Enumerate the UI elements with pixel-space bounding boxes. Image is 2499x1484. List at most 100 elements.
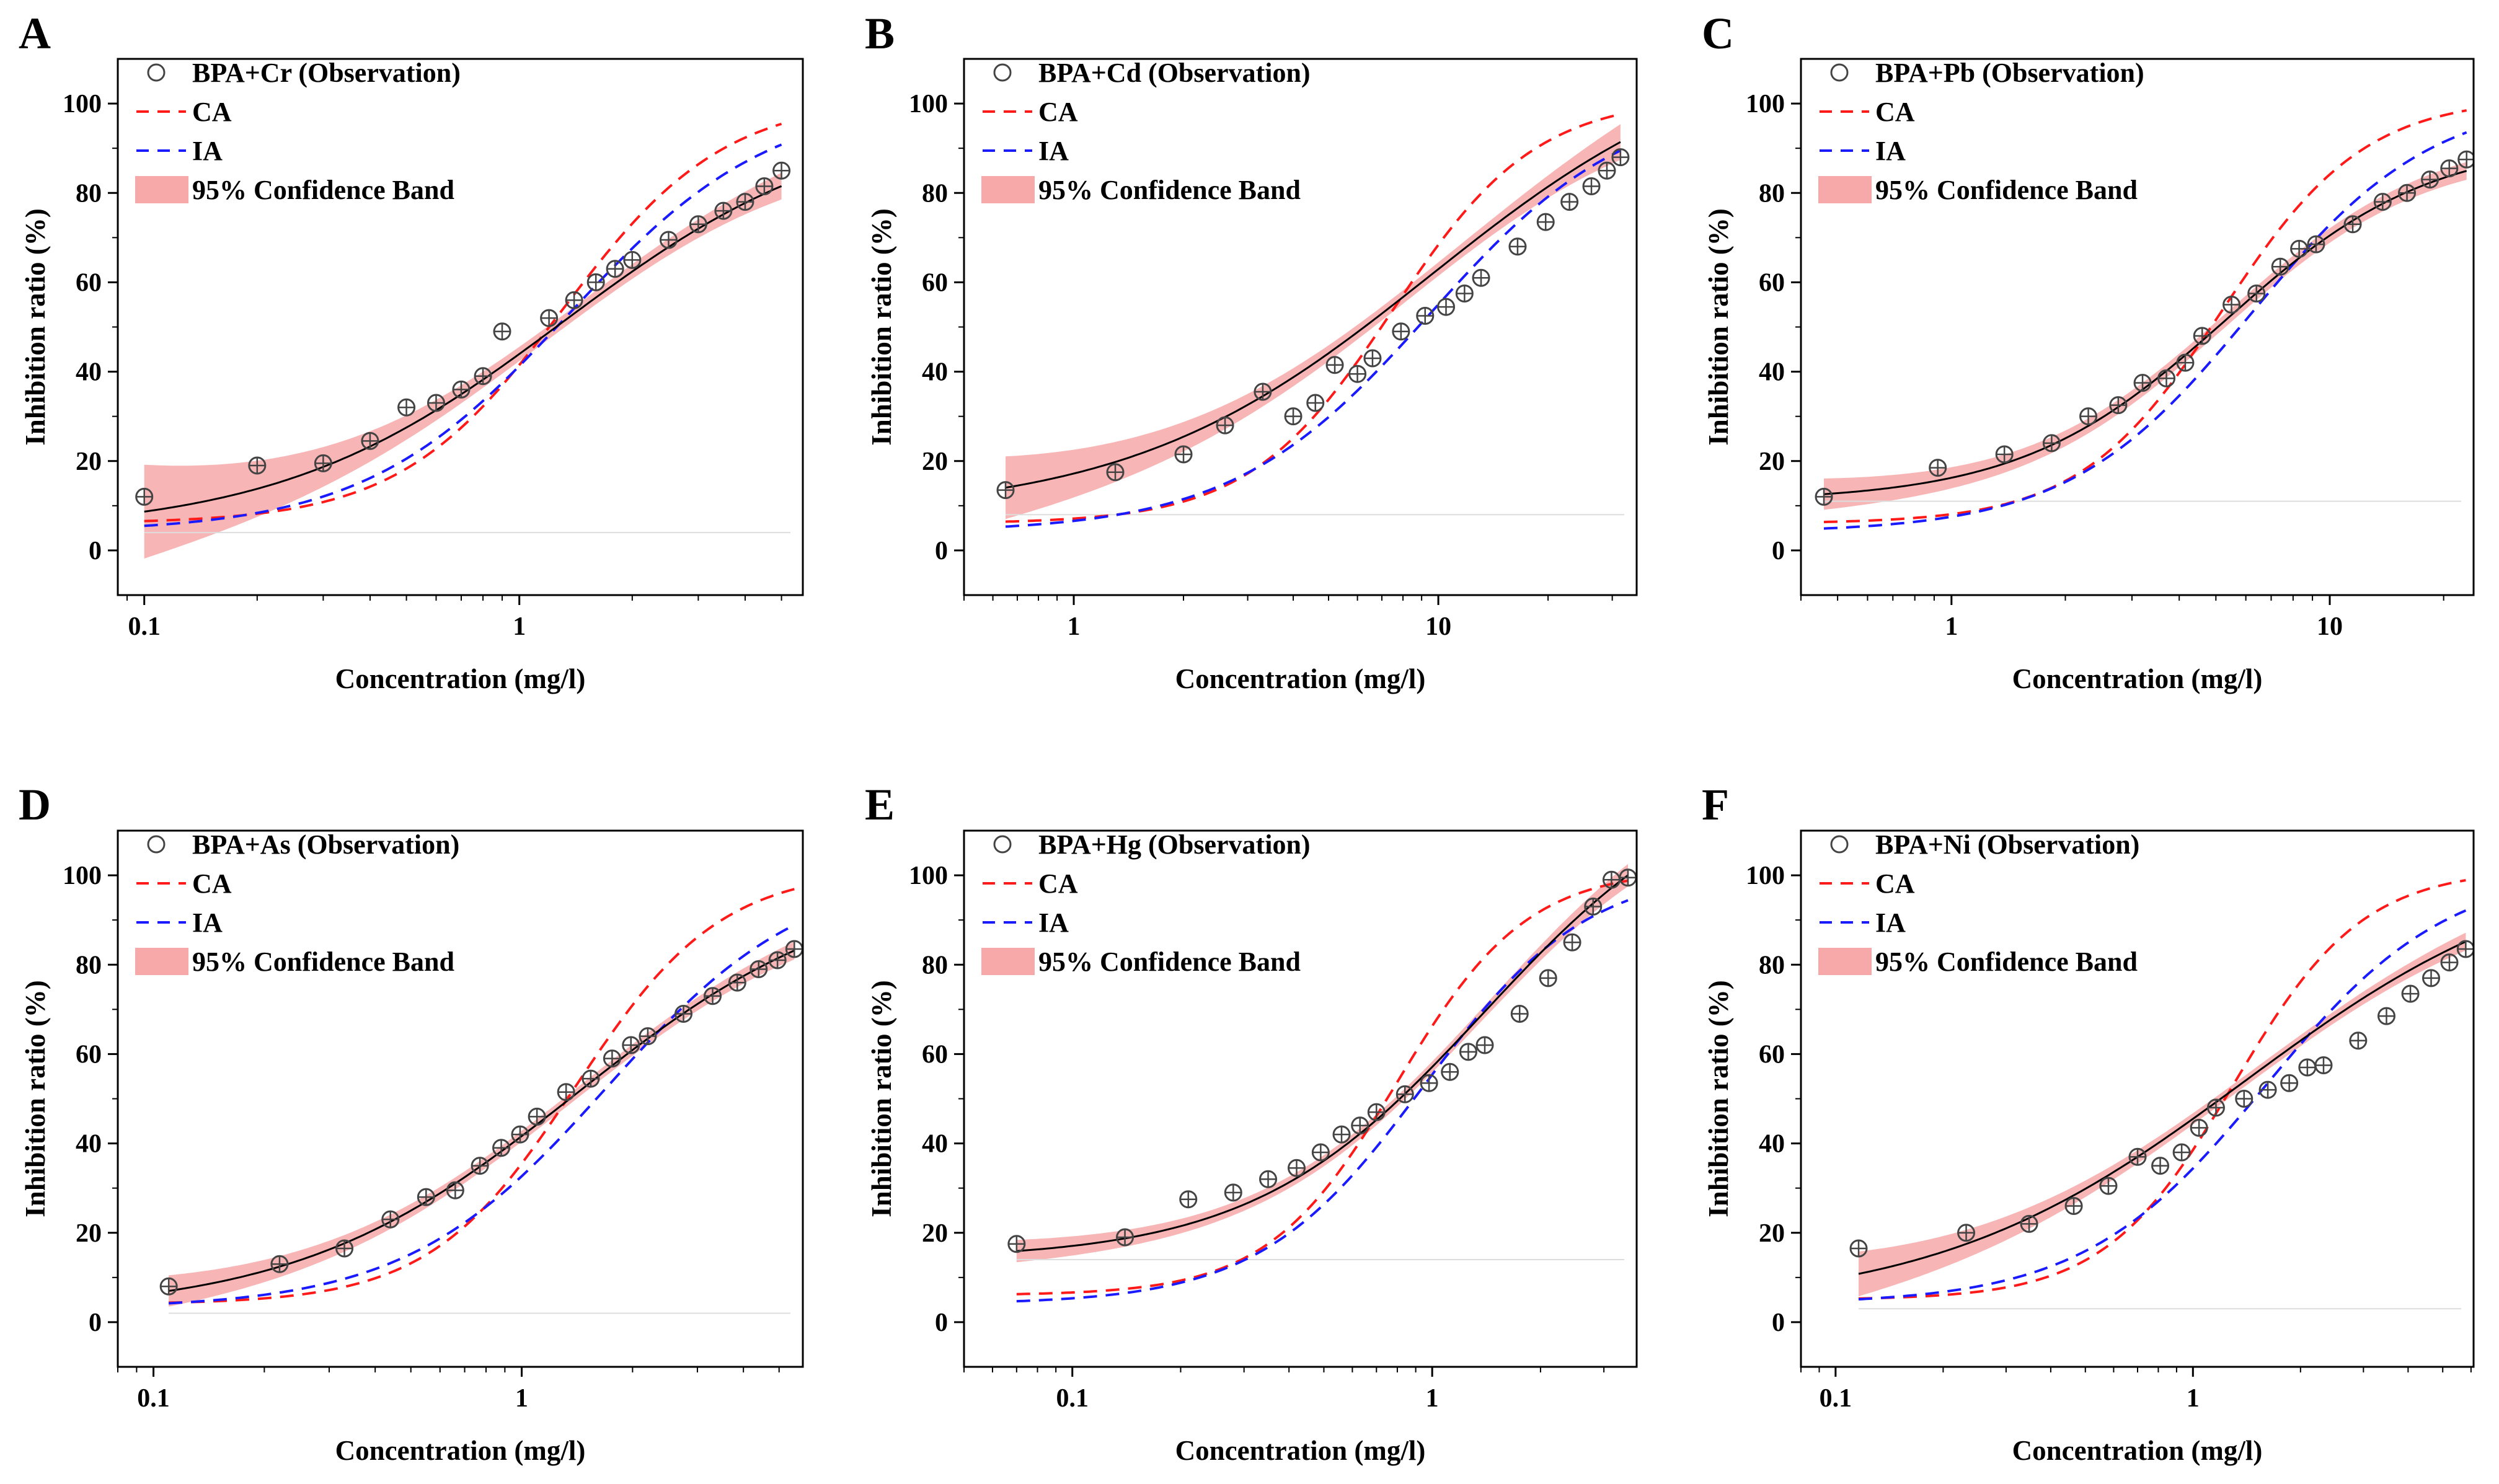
observation-marker (1849, 1239, 1868, 1258)
observation-point (603, 1049, 621, 1068)
x-axis-title: Concentration (mg/l) (335, 1435, 586, 1466)
observation-marker (493, 322, 511, 341)
legend: BPA+Hg (Observation) CA IA 95% Confidence B… (981, 829, 1311, 977)
x-axis-title: Concentration (mg/l) (2012, 663, 2263, 694)
observation-marker (2271, 257, 2289, 276)
ia-curve (1016, 899, 1629, 1303)
observation-point (557, 1083, 575, 1102)
y-tick-label: 20 (922, 1219, 948, 1248)
observation-marker (1216, 416, 1234, 435)
legend: BPA+Ni (Observation) CA IA 95% Confidence B… (1818, 829, 2139, 977)
observation-marker (582, 1069, 600, 1088)
observation-marker (1351, 1116, 1369, 1135)
observation-point (1602, 870, 1621, 889)
x-axis-title: Concentration (mg/l) (1175, 663, 1426, 694)
x-tick-label: 0.1 (137, 1384, 170, 1413)
observation-marker (1284, 407, 1303, 426)
observation-marker (2343, 215, 2362, 234)
legend-ia-label: IA (192, 136, 223, 166)
observation-point (528, 1107, 546, 1126)
observation-marker (639, 1027, 657, 1046)
legend-band-swatch (1818, 948, 1872, 975)
observation-point (417, 1188, 435, 1206)
observation-point (2206, 1098, 2225, 1117)
observation-marker (381, 1210, 400, 1229)
x-axis-title: Concentration (mg/l) (1175, 1435, 1426, 1466)
y-tick-label: 60 (76, 1040, 102, 1069)
observation-marker (2020, 1214, 2038, 1233)
observation-point (2440, 159, 2459, 178)
observation-point (623, 250, 642, 269)
x-tick-label: 10 (2317, 612, 2343, 641)
legend-ia-label: IA (1875, 908, 1906, 938)
y-tick-label: 20 (1759, 448, 1785, 476)
observation-point (736, 193, 754, 211)
panel-letter: B (865, 9, 895, 58)
panel-b: B 0 20 40 60 80 100 1 10 Concentration (mg/l) Inhi… (865, 9, 1638, 694)
legend: BPA+Cr (Observation) CA IA 95% Confidence B… (135, 58, 461, 205)
legend-ca-label: CA (1875, 97, 1915, 127)
fit-curve (1016, 874, 1629, 1252)
y-axis-title: Inhibition ratio (%) (1703, 980, 1734, 1217)
y-tick-label: 20 (76, 448, 102, 476)
observation-marker (2456, 940, 2474, 958)
observation-marker (1598, 161, 1616, 180)
observation-point (1582, 177, 1601, 195)
observation-marker (248, 456, 267, 475)
observation-point (2343, 215, 2362, 234)
legend-observation-label: BPA+Hg (Observation) (1038, 829, 1311, 860)
observation-point (714, 201, 733, 220)
legend-band-swatch (981, 948, 1035, 975)
observation-point (1348, 364, 1367, 383)
observation-point (1437, 298, 1456, 316)
observation-point (2223, 295, 2241, 314)
observation-point (1351, 1116, 1369, 1135)
observation-marker (1392, 322, 1410, 341)
legend-ia-label: IA (1038, 908, 1069, 938)
y-tick-label: 100 (909, 90, 948, 118)
observation-point (704, 987, 722, 1005)
observation-marker (1929, 459, 1947, 477)
observation-point (2172, 1143, 2191, 1162)
x-tick-label: 1 (1068, 612, 1081, 641)
fit-curve (168, 950, 795, 1292)
observation-marker (2109, 396, 2128, 415)
y-tick-label: 0 (89, 537, 102, 565)
observation-point (582, 1069, 600, 1088)
observation-point (2307, 235, 2325, 254)
y-tick-label: 40 (76, 358, 102, 387)
observation-marker (397, 398, 416, 417)
legend: BPA+As (Observation) CA IA 95% Confidence B… (135, 829, 459, 977)
legend-observation-label: BPA+Cd (Observation) (1038, 58, 1311, 88)
observation-marker (270, 1255, 289, 1273)
observation-marker (474, 367, 492, 386)
observation-marker (606, 260, 624, 278)
ca-curve (169, 888, 795, 1304)
observation-point (159, 1277, 178, 1296)
observation-point (1288, 1159, 1306, 1177)
x-tick-label: 10 (1425, 612, 1451, 641)
observation-marker (996, 481, 1015, 500)
observation-marker (2151, 1157, 2170, 1175)
observation-marker (361, 431, 379, 450)
observation-point (2109, 396, 2128, 415)
observation-marker (674, 1005, 692, 1023)
legend-observation-label: BPA+Cr (Observation) (192, 58, 461, 88)
ca-curve (1016, 879, 1629, 1296)
ca-curve (1005, 113, 1621, 523)
observation-marker (135, 487, 154, 506)
observation-marker (1441, 1062, 1459, 1081)
legend-band-label: 95% Confidence Band (1875, 947, 2138, 977)
ia-curve (144, 143, 782, 528)
plot-area (996, 113, 1630, 528)
legend-observation-marker (147, 835, 166, 854)
observation-marker (511, 1125, 529, 1144)
observation-marker (1306, 394, 1325, 412)
legend-observation-marker (993, 63, 1012, 82)
observation-point (2401, 984, 2420, 1003)
observation-point (1216, 416, 1234, 435)
observation-marker (689, 215, 707, 234)
observation-marker (1472, 268, 1490, 287)
y-tick-label: 20 (76, 1219, 102, 1248)
observation-marker (1536, 213, 1555, 231)
